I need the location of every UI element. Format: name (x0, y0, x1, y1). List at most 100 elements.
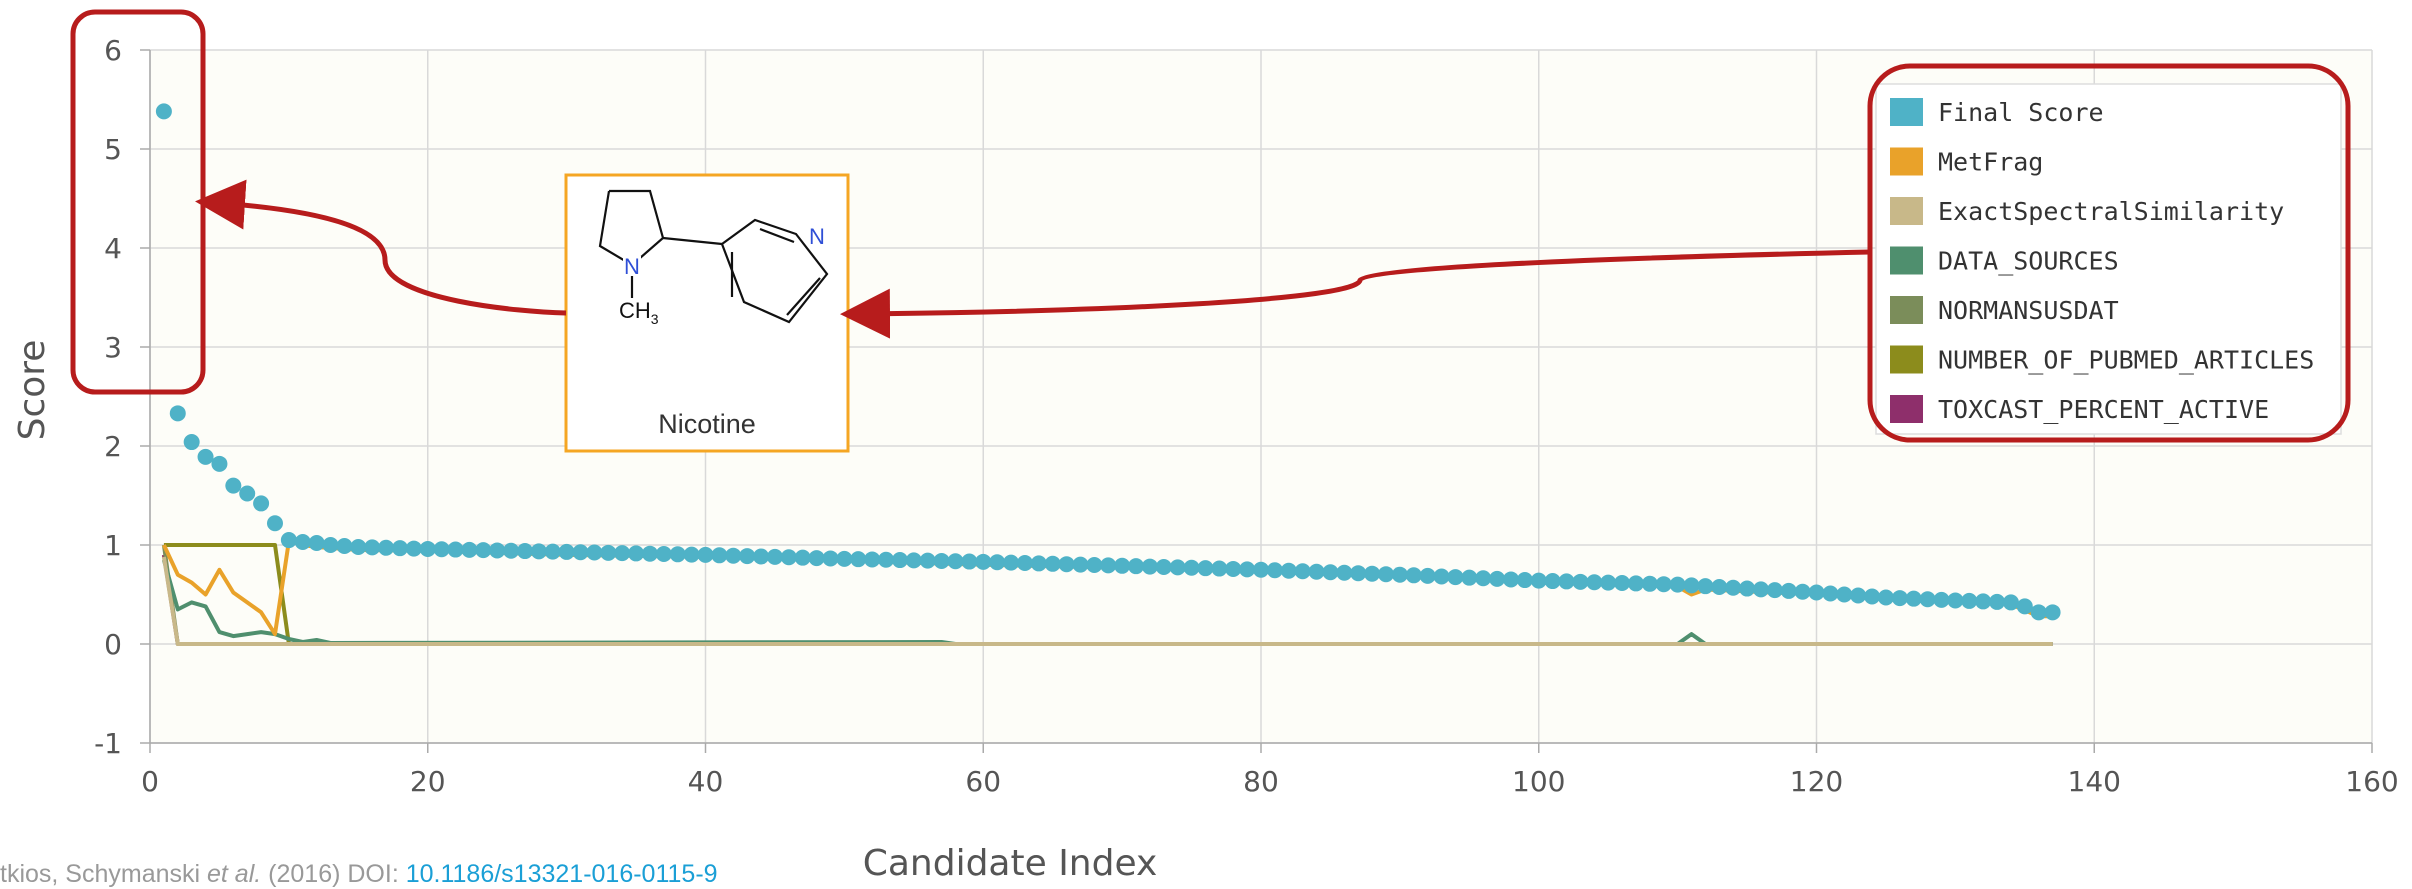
series-point-final-score (905, 552, 922, 569)
series-point-final-score (2044, 604, 2061, 621)
series-point-final-score (1780, 582, 1797, 599)
series-point-final-score (808, 550, 825, 567)
series-point-final-score (558, 543, 575, 560)
y-tick-label: 1 (104, 529, 122, 562)
series-point-final-score (961, 553, 978, 570)
series-point-final-score (1003, 554, 1020, 571)
series-point-final-score (1516, 572, 1533, 589)
series-point-final-score (683, 546, 700, 563)
series-point-final-score (1155, 558, 1172, 575)
series-point-final-score (1308, 563, 1325, 580)
series-point-final-score (1405, 567, 1422, 584)
series-point-final-score (405, 540, 422, 557)
series-point-final-score (1725, 579, 1742, 596)
x-tick-label: 120 (1790, 765, 1843, 798)
x-tick-label: 80 (1243, 765, 1279, 798)
series-point-final-score (1433, 568, 1450, 585)
x-tick-label: 40 (688, 765, 724, 798)
series-point-final-score (1128, 558, 1145, 575)
series-point-final-score (794, 549, 811, 566)
series-point-final-score (1822, 585, 1839, 602)
series-point-final-score (1211, 560, 1228, 577)
series-point-final-score (1600, 574, 1617, 591)
citation: tkios, Schymanski et al. (2016) DOI: 10.… (0, 860, 718, 889)
series-point-final-score (878, 551, 895, 568)
y-tick-label: 0 (104, 628, 122, 661)
series-point-final-score (1030, 555, 1047, 572)
series-point-final-score (1530, 572, 1547, 589)
series-point-final-score (1086, 556, 1103, 573)
series-point-final-score (1752, 581, 1769, 598)
legend[interactable]: Final Score MetFrag ExactSpectralSimilarit… (1875, 83, 2342, 435)
legend-label-metfrag: MetFrag (1938, 148, 2043, 177)
series-point-final-score (503, 542, 520, 559)
legend-label-toxcast-percent-active: TOXCAST_PERCENT_ACTIVE (1938, 395, 2269, 424)
legend-swatch-final-score (1890, 98, 1923, 126)
series-point-final-score (1947, 592, 1964, 609)
series-point-final-score (641, 545, 658, 562)
series-point-final-score (1502, 571, 1519, 588)
series-point-final-score (1364, 565, 1381, 582)
series-point-final-score (169, 405, 186, 422)
x-tick-label: 100 (1512, 765, 1565, 798)
legend-label-final-score: Final Score (1938, 98, 2104, 127)
series-point-final-score (1461, 569, 1478, 586)
series-point-final-score (836, 550, 853, 567)
series-point-final-score (378, 539, 395, 556)
series-point-final-score (850, 551, 867, 568)
ring-nitrogen-label: N (624, 254, 640, 279)
legend-swatch-metfrag (1890, 147, 1923, 176)
series-point-final-score (225, 477, 242, 494)
series-point-final-score (2002, 594, 2019, 611)
series-point-final-score (1391, 566, 1408, 583)
series-point-final-score (669, 546, 686, 563)
series-point-final-score (1447, 569, 1464, 586)
x-tick-label: 20 (410, 765, 446, 798)
series-point-final-score (1836, 586, 1853, 603)
legend-frame (1875, 83, 2342, 435)
series-point-final-score (780, 549, 797, 566)
inset-frame (564, 173, 850, 453)
legend-label-exactspectralsimilarity: ExactSpectralSimilarity (1938, 197, 2284, 226)
pyridine-nitrogen-label: N (809, 224, 825, 249)
series-point-final-score (253, 495, 270, 512)
series-point-final-score (1225, 560, 1242, 577)
x-tick-label: 160 (2345, 765, 2398, 798)
series-point-final-score (1808, 584, 1825, 601)
series-point-final-score (947, 553, 964, 570)
series-point-final-score (447, 541, 464, 558)
series-point-final-score (1905, 590, 1922, 607)
series-point-final-score (211, 455, 228, 472)
series-point-final-score (1586, 574, 1603, 591)
series-point-final-score (364, 539, 381, 556)
series-point-final-score (1419, 567, 1436, 584)
legend-swatch-toxcast-percent-active (1890, 395, 1923, 423)
series-point-final-score (1072, 556, 1089, 573)
series-point-final-score (1627, 575, 1644, 592)
series-point-final-score (266, 515, 283, 532)
series-point-final-score (975, 553, 992, 570)
series-point-final-score (1933, 591, 1950, 608)
series-point-final-score (1280, 562, 1297, 579)
series-point-final-score (1197, 560, 1214, 577)
nicotine-structure-inset: N N CH3 Nicotine (564, 173, 850, 453)
series-point-final-score (697, 546, 714, 563)
series-point-final-score (197, 448, 214, 465)
series-point-final-score (544, 543, 561, 560)
citation-etal: et al. (207, 860, 262, 888)
citation-doi-link[interactable]: 10.1186/s13321-016-0115-9 (405, 860, 718, 888)
series-point-final-score (1322, 564, 1339, 581)
series-point-final-score (1864, 588, 1881, 605)
series-point-final-score (1558, 573, 1575, 590)
series-point-final-score (725, 547, 742, 564)
series-point-final-score (1489, 570, 1506, 587)
series-point-final-score (183, 434, 200, 451)
series-point-final-score (155, 103, 172, 120)
series-point-final-score (1766, 582, 1783, 599)
series-point-final-score (280, 532, 297, 549)
series-point-final-score (336, 537, 353, 554)
series-point-final-score (864, 551, 881, 568)
series-point-final-score (461, 541, 478, 558)
series-point-final-score (1891, 590, 1908, 607)
